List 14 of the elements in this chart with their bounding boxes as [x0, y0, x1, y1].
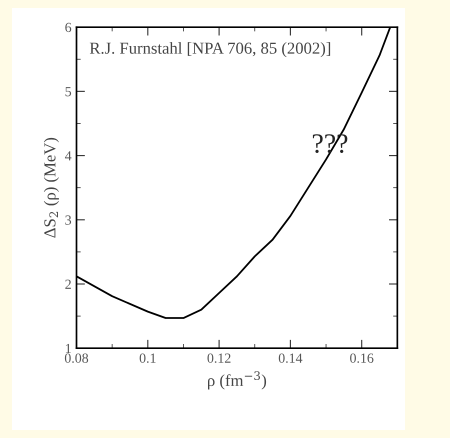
y-tick-label: 2: [65, 280, 71, 289]
y-tick-label: 4: [64, 151, 72, 160]
x-axis-title: ρ (fm$^{−3}$): [208, 371, 266, 390]
annotation: R.J. Furnstahl [NPA 706, 85 (2002)]: [90, 42, 330, 58]
x-tick-label: 0.12: [207, 353, 230, 363]
x-tick-label: 0.08: [64, 353, 88, 363]
y-tick-label: 5: [66, 87, 72, 96]
y-axis-title: ΔS$_{2}$ (ρ) (MeV): [44, 138, 59, 238]
x-tick-label: 0.14: [278, 353, 302, 363]
y-tick-label: 3: [65, 215, 72, 225]
y-tick-label: 6: [65, 22, 72, 32]
y-tick-label: 1: [66, 344, 71, 354]
x-tick-label: 0.1: [140, 353, 156, 363]
x-tick-label: 0.16: [350, 353, 374, 363]
